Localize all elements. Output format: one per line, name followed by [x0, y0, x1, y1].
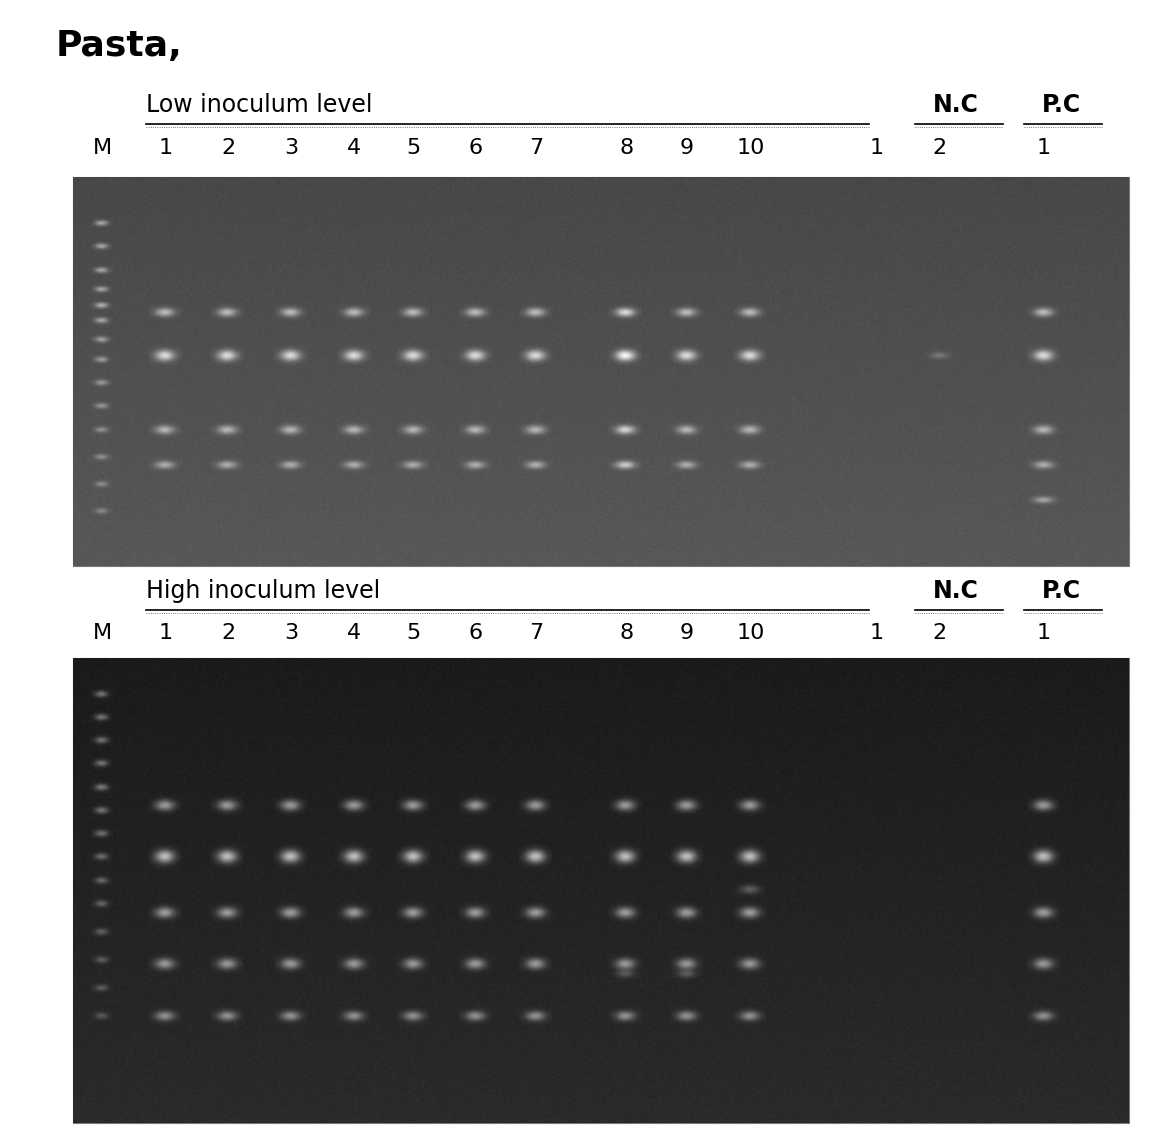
Text: Pasta,: Pasta,	[56, 29, 183, 63]
Text: 3: 3	[285, 138, 298, 158]
Text: Low inoculum level: Low inoculum level	[146, 93, 372, 117]
Text: 10: 10	[737, 138, 765, 158]
Text: N.C: N.C	[933, 93, 979, 117]
Text: 10: 10	[737, 623, 765, 643]
Text: 2: 2	[933, 138, 947, 158]
Text: 2: 2	[933, 623, 947, 643]
Text: 1: 1	[870, 138, 884, 158]
Text: 6: 6	[469, 623, 483, 643]
Text: 3: 3	[285, 623, 298, 643]
Text: M: M	[93, 623, 112, 643]
Text: 7: 7	[529, 623, 543, 643]
Text: 2: 2	[222, 138, 236, 158]
Text: 1: 1	[159, 623, 173, 643]
Text: 2: 2	[222, 623, 236, 643]
Text: P.C: P.C	[1041, 93, 1081, 117]
Text: 1: 1	[870, 623, 884, 643]
Text: High inoculum level: High inoculum level	[146, 579, 380, 603]
Text: N.C: N.C	[933, 579, 979, 603]
Text: 5: 5	[407, 623, 421, 643]
Text: 8: 8	[619, 138, 633, 158]
Text: M: M	[93, 138, 112, 158]
Text: 1: 1	[1037, 138, 1051, 158]
Bar	[73, 658, 1129, 1123]
Text: 1: 1	[1037, 623, 1051, 643]
Text: P.C: P.C	[1041, 579, 1081, 603]
Text: 9: 9	[680, 623, 694, 643]
Bar	[73, 177, 1129, 566]
Text: 1: 1	[159, 138, 173, 158]
Text: 8: 8	[619, 623, 633, 643]
Text: 7: 7	[529, 138, 543, 158]
Text: 5: 5	[407, 138, 421, 158]
Text: 9: 9	[680, 138, 694, 158]
Text: 6: 6	[469, 138, 483, 158]
Text: 4: 4	[347, 623, 361, 643]
Text: 4: 4	[347, 138, 361, 158]
